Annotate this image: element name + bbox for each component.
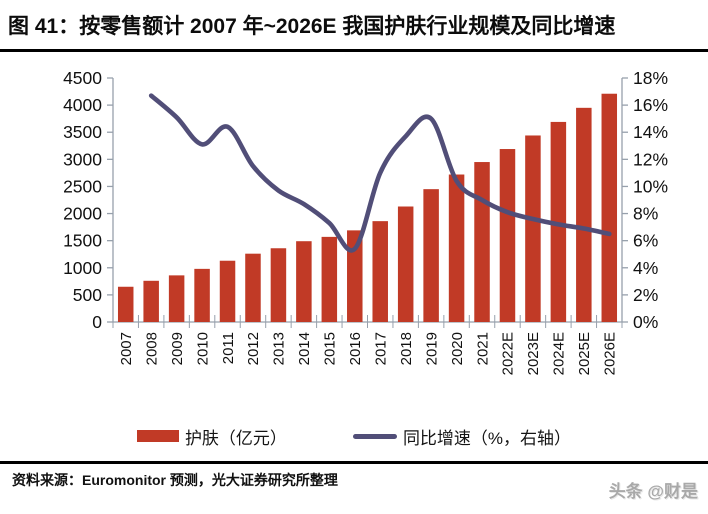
- x-axis-label: 2007: [118, 332, 135, 365]
- bar-2011: [219, 260, 236, 322]
- x-axis-label: 2009: [169, 332, 186, 365]
- legend-item-line: 同比增速（%，右轴）: [352, 424, 572, 449]
- left-axis-label: 4500: [63, 68, 102, 88]
- bar-2012: [245, 253, 261, 322]
- left-axis-label: 3000: [63, 149, 102, 169]
- bar-2020: [448, 174, 465, 322]
- x-axis-label: 2023E: [525, 332, 542, 375]
- x-axis-label: 2026E: [602, 332, 619, 375]
- right-axis-label: 14%: [633, 122, 668, 142]
- x-axis-label: 2010: [194, 332, 211, 365]
- bar-2022E: [499, 149, 516, 322]
- figure-title: 图 41：按零售额计 2007 年~2026E 我国护肤行业规模及同比增速: [8, 15, 616, 38]
- x-axis-label: 2015: [322, 332, 339, 365]
- left-axis-label: 4000: [63, 95, 102, 115]
- title-divider: [0, 49, 708, 52]
- x-axis-label: 2018: [398, 332, 415, 365]
- right-axis-label: 0%: [633, 312, 658, 332]
- legend-item-bars: 护肤（亿元）: [136, 424, 287, 449]
- bar-series-label: 护肤（亿元）: [184, 428, 287, 448]
- bar-2025E: [576, 107, 592, 322]
- bar-2023E: [525, 135, 541, 322]
- x-axis-label: 2020: [449, 332, 466, 365]
- footer-divider: [0, 461, 708, 464]
- x-axis-label: 2008: [143, 332, 160, 365]
- bar-2009: [168, 275, 185, 322]
- x-axis-label: 2025E: [576, 332, 593, 375]
- bar-2017: [372, 221, 388, 322]
- growth-line: [148, 93, 612, 253]
- left-axis-label: 2000: [63, 204, 102, 224]
- line-series-swatch: [352, 433, 397, 439]
- right-axis-label: 16%: [633, 95, 668, 115]
- right-axis-label: 4%: [633, 258, 658, 278]
- bar-2013: [270, 248, 287, 322]
- x-axis-label: 2013: [271, 332, 288, 365]
- x-axis-label: 2014: [296, 332, 313, 365]
- bar-2026E: [601, 93, 618, 322]
- bar-2016: [347, 230, 363, 322]
- x-axis-label: 2019: [423, 332, 440, 365]
- right-axis-label: 6%: [633, 231, 658, 251]
- x-axis-label: 2012: [245, 332, 262, 365]
- x-axis-label: 2011: [220, 332, 237, 364]
- x-axis-label: 2024E: [551, 332, 568, 375]
- bar-2015: [321, 236, 338, 322]
- right-axis-label: 18%: [633, 68, 668, 88]
- x-axis-label: 2022E: [500, 332, 517, 375]
- right-axis-label: 10%: [633, 176, 668, 196]
- left-axis-label: 1500: [63, 231, 102, 251]
- bar-2010: [194, 268, 210, 322]
- bar-2019: [423, 189, 439, 322]
- right-axis-label: 12%: [633, 149, 668, 169]
- bar-2021: [474, 162, 490, 322]
- left-axis-label: 2500: [63, 176, 102, 196]
- left-axis-label: 1000: [63, 258, 102, 278]
- right-axis-label: 2%: [633, 285, 658, 305]
- watermark: 头条 @财是: [608, 482, 698, 501]
- bar-2014: [296, 241, 312, 322]
- source-note: 资料来源：Euromonitor 预测，光大证券研究所整理: [12, 472, 338, 488]
- bar-2008: [143, 280, 159, 322]
- left-axis-label: 0: [92, 312, 102, 332]
- bar-2018: [397, 206, 414, 322]
- bar-series-swatch: [136, 430, 179, 442]
- left-axis-label: 500: [73, 285, 102, 305]
- x-axis-label: 2017: [372, 332, 389, 365]
- x-axis-label: 2016: [347, 332, 364, 365]
- bar-2024E: [550, 121, 567, 322]
- left-axis-label: 3500: [63, 122, 102, 142]
- chart-canvas: 4500 18% 4000 16% 3500 14% 3000 12% 2500 10% 2000 8…: [63, 68, 668, 375]
- bar-2007: [117, 286, 134, 322]
- chart-legend: 护肤（亿元） 同比增速（%，右轴）: [0, 422, 708, 450]
- right-axis-label: 8%: [633, 204, 658, 224]
- x-axis-label: 2021: [474, 332, 491, 365]
- line-series-label: 同比增速（%，右轴）: [402, 428, 572, 448]
